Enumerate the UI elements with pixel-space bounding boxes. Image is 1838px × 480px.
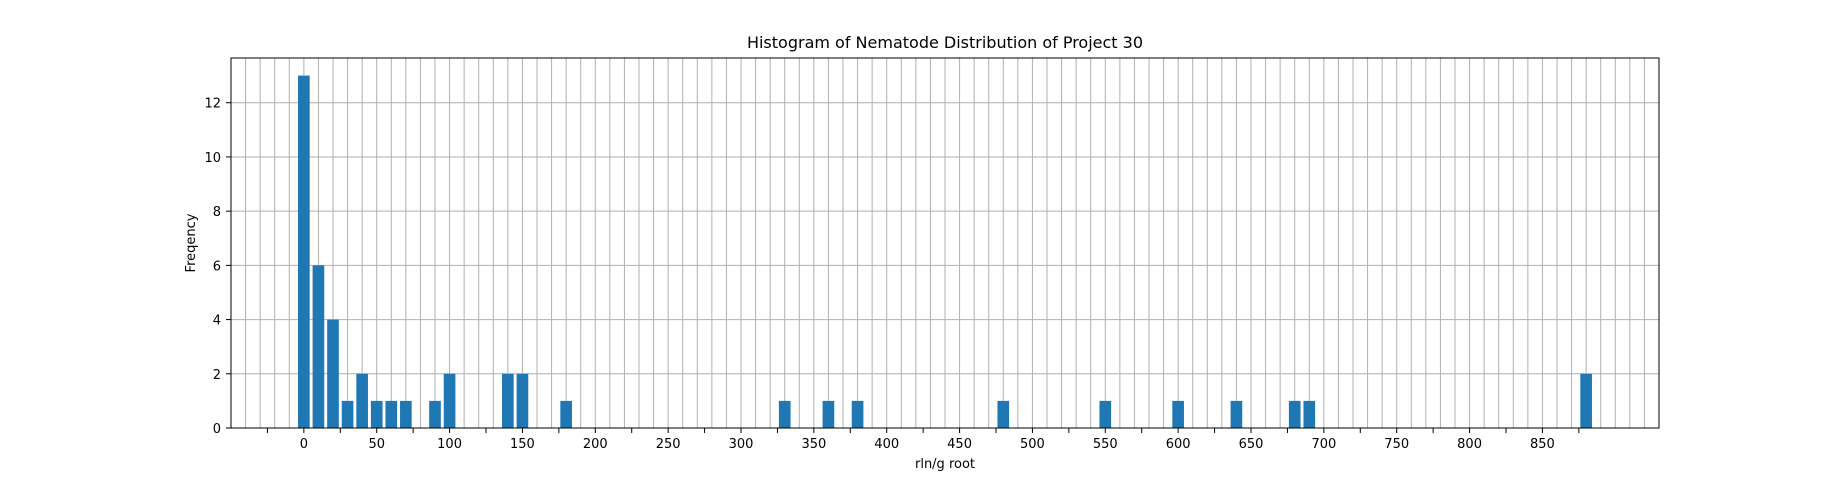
x-tick-label: 700 xyxy=(1311,437,1336,452)
x-tick-label: 650 xyxy=(1239,437,1264,452)
bars xyxy=(298,75,1592,428)
y-tick-label: 10 xyxy=(204,151,221,166)
x-tick-label: 50 xyxy=(368,437,385,452)
bar xyxy=(778,400,791,428)
bar xyxy=(1303,400,1316,428)
x-tick-label: 350 xyxy=(801,437,826,452)
x-tick-label: 450 xyxy=(947,437,972,452)
y-tick-label: 12 xyxy=(204,97,221,112)
chart-title: Histogram of Nematode Distribution of Pr… xyxy=(747,33,1143,52)
bar xyxy=(1172,400,1184,428)
x-tick-label: 850 xyxy=(1530,437,1555,452)
bar xyxy=(851,400,864,428)
plot-frame xyxy=(230,57,1660,429)
bar xyxy=(560,400,572,428)
x-tick-label: 400 xyxy=(874,437,899,452)
bar xyxy=(327,319,339,428)
bar xyxy=(370,400,383,428)
x-tick-label: 750 xyxy=(1384,437,1409,452)
x-tick-label: 150 xyxy=(510,437,535,452)
x-tick-label: 300 xyxy=(729,437,754,452)
x-tick-label: 250 xyxy=(656,437,681,452)
x-tick-label: 600 xyxy=(1166,437,1191,452)
bar xyxy=(1099,400,1112,428)
bar xyxy=(341,400,354,428)
x-tick-label: 200 xyxy=(583,437,608,452)
y-axis-ticks: 0 2 4 6 8 10 12 xyxy=(204,97,231,437)
x-tick-label: 800 xyxy=(1457,437,1482,452)
bar xyxy=(997,400,1010,428)
y-tick-label: 2 xyxy=(213,368,221,383)
bar xyxy=(312,265,325,428)
x-tick-label: 550 xyxy=(1093,437,1118,452)
bar xyxy=(429,400,441,428)
bar xyxy=(356,373,368,428)
x-tick-label: 0 xyxy=(300,437,308,452)
y-tick-label: 8 xyxy=(213,205,221,220)
bar xyxy=(385,400,398,428)
bar xyxy=(298,75,310,428)
x-axis-ticks: 0 50 100 150 200 250 300 350 400 450 500 550 600 650 7… xyxy=(266,428,1580,452)
bar xyxy=(443,373,456,428)
y-tick-label: 4 xyxy=(213,314,221,329)
y-tick-label: 0 xyxy=(213,422,221,437)
x-tick-label: 500 xyxy=(1020,437,1045,452)
bar xyxy=(516,373,529,428)
x-axis-label: rln/g root xyxy=(915,457,975,472)
bar xyxy=(400,400,412,428)
bar xyxy=(1230,400,1243,428)
y-axis-label: Freqency xyxy=(184,213,199,272)
x-tick-label: 100 xyxy=(437,437,462,452)
bar xyxy=(502,373,514,428)
bar xyxy=(822,400,835,428)
bar xyxy=(1580,373,1592,428)
bar xyxy=(1288,400,1301,428)
y-tick-label: 6 xyxy=(213,259,221,274)
grid-lines xyxy=(231,58,1659,429)
